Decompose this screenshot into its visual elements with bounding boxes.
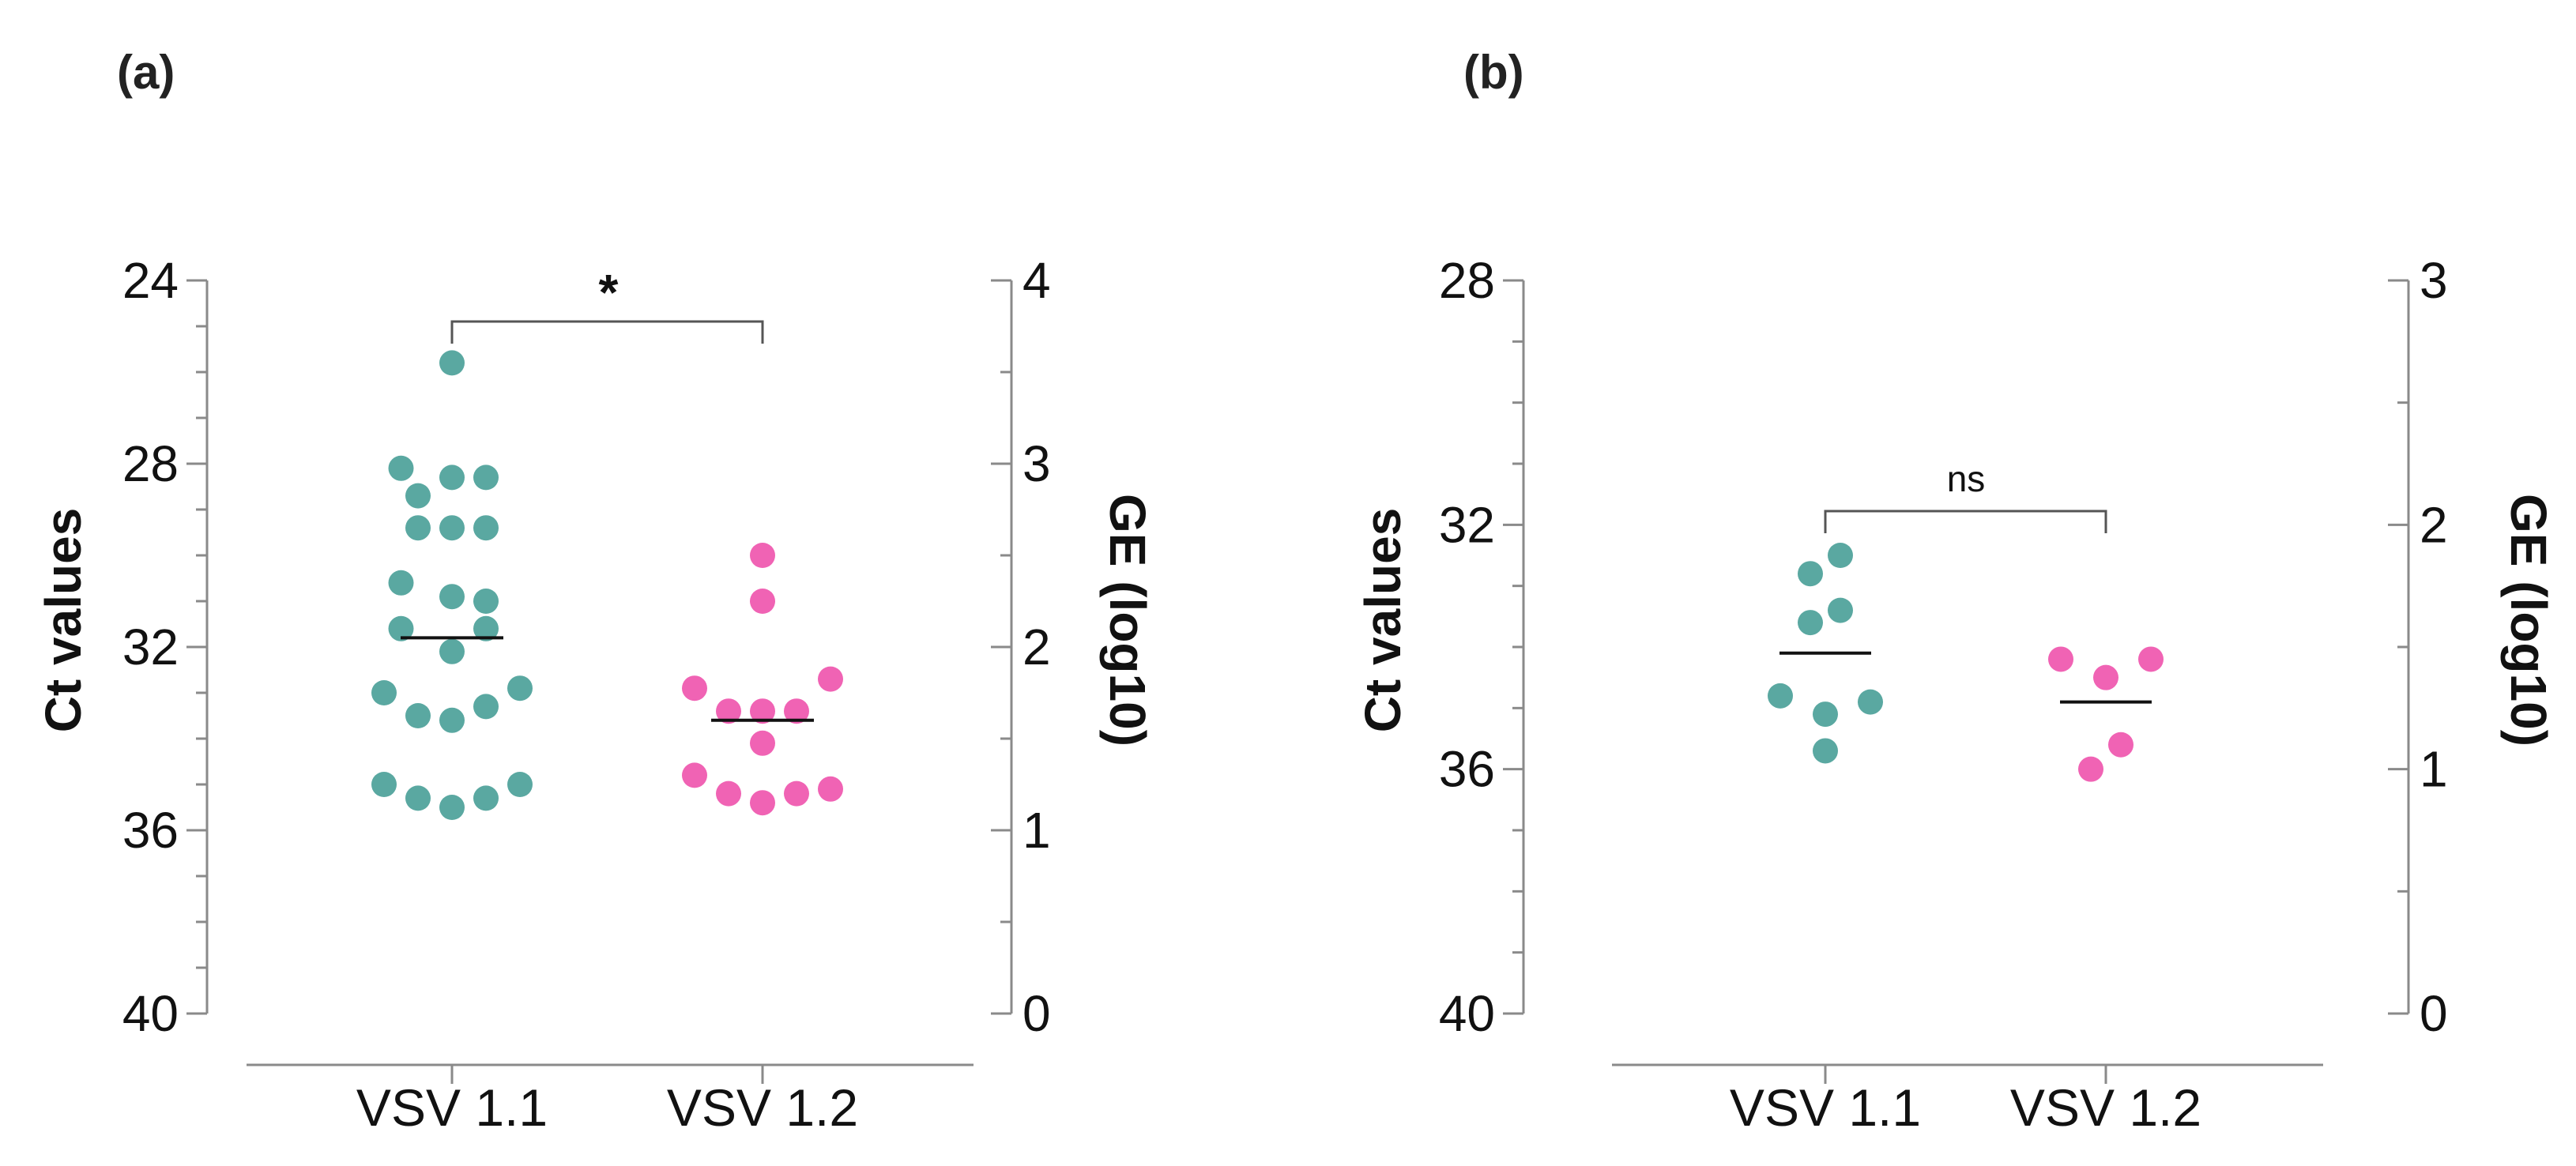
panel-b-y-tick-label: 32 (1439, 496, 1495, 553)
panel-b-y-axis-title: Ct values (1354, 508, 1411, 733)
panel-a-point-vsv-1-1 (473, 465, 499, 491)
panel-b-point-vsv-1-1 (1813, 701, 1838, 728)
panel-a-y2-tick-label: 0 (1022, 985, 1051, 1042)
panel-b-point-vsv-1-1 (1828, 597, 1853, 623)
panel-a-point-vsv-1-2 (750, 589, 775, 614)
panel-a-y2-tick-label: 3 (1022, 435, 1051, 492)
panel-a-point-vsv-1-1 (439, 795, 465, 820)
panel-a-point-vsv-1-2 (682, 762, 707, 788)
panel-b-significance-bracket (1824, 510, 2107, 533)
panel-a-point-vsv-1-1 (439, 515, 465, 541)
panel-a-point-vsv-1-1 (388, 570, 414, 596)
panel-b-y2-tick-label: 2 (2420, 496, 2448, 553)
panel-a-y2-axis-title: GE (log10) (1099, 494, 1156, 747)
panel-b: (b) Ct values GE (log10) VSV 1.1 VSV 1.2… (1354, 46, 2557, 1137)
panel-a-y-tick-label: 40 (122, 985, 179, 1042)
panel-a-point-vsv-1-2 (818, 666, 843, 692)
panel-a-point-vsv-1-1 (439, 465, 465, 491)
panel-a-y2-tick-label: 2 (1022, 619, 1051, 675)
panel-a-point-vsv-1-2 (682, 675, 707, 701)
panel-b-point-vsv-1-1 (1768, 683, 1793, 709)
panel-a-point-vsv-1-1 (473, 615, 499, 641)
panel-b-y-tick-label: 36 (1439, 741, 1495, 798)
panel-b-point-vsv-1-1 (1813, 738, 1838, 764)
panel-b-point-vsv-1-2 (2048, 646, 2073, 672)
panel-a-point-vsv-1-1 (507, 675, 533, 701)
panel-b-y2-tick-label: 1 (2420, 741, 2448, 798)
panel-a-point-vsv-1-2 (784, 698, 809, 724)
panel-b-y2-tick-label: 0 (2420, 985, 2448, 1042)
panel-a-point-vsv-1-2 (750, 790, 775, 816)
panel-a-significance-bracket (450, 320, 764, 344)
panel-a-point-vsv-1-1 (371, 680, 397, 705)
panel-a: (a) Ct values GE (log10) VSV 1.1 VSV 1.2… (35, 46, 1156, 1137)
panel-b-x-label-vsv-1-1: VSV 1.1 (1730, 1078, 1921, 1137)
panel-b-point-vsv-1-2 (2078, 756, 2103, 782)
panel-a-point-vsv-1-1 (388, 455, 414, 481)
panel-a-point-vsv-1-1 (371, 772, 397, 797)
panel-a-point-vsv-1-2 (750, 730, 775, 756)
panel-b-point-vsv-1-1 (1798, 561, 1823, 587)
panel-a-point-vsv-1-2 (750, 543, 775, 568)
panel-b-label: (b) (1463, 46, 1524, 99)
panel-a-point-vsv-1-1 (507, 772, 533, 797)
panel-b-point-vsv-1-2 (2093, 664, 2118, 690)
panel-b-y-tick-label: 28 (1439, 252, 1495, 309)
panel-a-point-vsv-1-2 (716, 698, 741, 724)
panel-a-point-vsv-1-1 (439, 350, 465, 376)
panel-a-point-vsv-1-2 (750, 698, 775, 724)
panel-b-point-vsv-1-2 (2138, 646, 2164, 672)
panel-b-y-tick-label: 40 (1439, 985, 1495, 1042)
panel-a-point-vsv-1-2 (818, 776, 843, 802)
panel-a-point-vsv-1-1 (388, 615, 414, 641)
panel-a-significance-label: * (599, 264, 619, 321)
panel-b-significance-label: ns (1947, 458, 1986, 499)
panel-a-y-tick-label: 32 (122, 619, 179, 675)
panel-a-point-vsv-1-1 (473, 515, 499, 541)
panel-a-y2-tick-label: 1 (1022, 802, 1051, 859)
panel-a-point-vsv-1-2 (716, 780, 741, 807)
panel-a-point-vsv-1-2 (784, 780, 809, 807)
panel-a-y-axis-title: Ct values (35, 508, 92, 733)
panel-b-point-vsv-1-1 (1798, 610, 1823, 636)
panel-a-y-tick-label: 36 (122, 802, 179, 859)
panel-a-point-vsv-1-1 (405, 515, 431, 541)
panel-a-point-vsv-1-1 (405, 483, 431, 509)
panel-a-x-label-vsv-1-2: VSV 1.2 (667, 1078, 858, 1137)
panel-a-label: (a) (117, 46, 175, 99)
panel-b-point-vsv-1-1 (1858, 689, 1883, 715)
panel-a-point-vsv-1-1 (439, 584, 465, 610)
panel-a-point-vsv-1-1 (405, 703, 431, 728)
panel-b-point-vsv-1-1 (1828, 543, 1853, 568)
panel-b-y2-axis-title: GE (log10) (2500, 494, 2557, 747)
panel-a-y-tick-label: 24 (122, 252, 179, 309)
panel-a-point-vsv-1-1 (473, 589, 499, 614)
panel-b-x-label-vsv-1-2: VSV 1.2 (2010, 1078, 2201, 1137)
panel-a-point-vsv-1-1 (473, 694, 499, 720)
panel-a-y-tick-label: 28 (122, 435, 179, 492)
panel-a-y2-tick-label: 4 (1022, 252, 1051, 309)
panel-b-y2-tick-label: 3 (2420, 252, 2448, 309)
panel-a-point-vsv-1-1 (405, 785, 431, 811)
panel-a-x-label-vsv-1-1: VSV 1.1 (356, 1078, 548, 1137)
panel-a-point-vsv-1-1 (473, 785, 499, 811)
panel-b-point-vsv-1-2 (2108, 732, 2133, 758)
panel-a-point-vsv-1-1 (439, 707, 465, 733)
panel-a-point-vsv-1-1 (439, 638, 465, 664)
